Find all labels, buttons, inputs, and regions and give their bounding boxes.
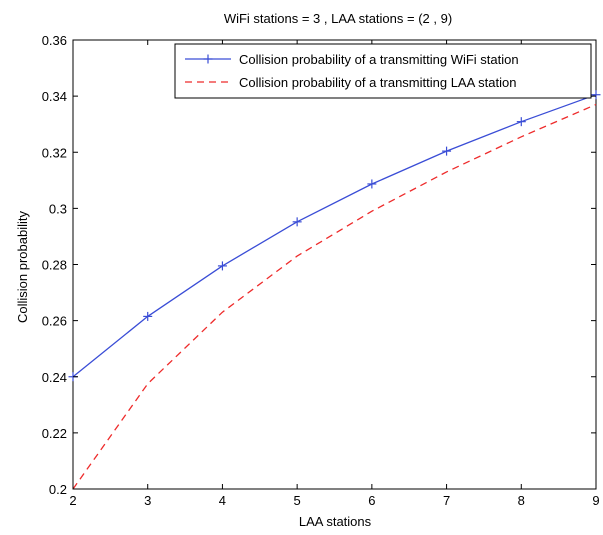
legend: Collision probability of a transmitting … — [174, 43, 592, 99]
data-point — [367, 179, 377, 189]
x-tick-label: 3 — [144, 493, 151, 508]
data-point — [442, 146, 452, 156]
chart-title: WiFi stations = 3 , LAA stations = (2 , … — [224, 11, 452, 26]
ticks-layer: 2 3 4 5 6 7 8 9 0.2 0.22 0.24 0.26 0.28 0.3 0.32 0.34 0.… — [42, 33, 600, 508]
series-layer — [68, 90, 601, 490]
y-tick-label: 0.2 — [49, 482, 67, 497]
data-point — [591, 90, 601, 100]
plot-area — [72, 39, 597, 490]
data-point — [516, 117, 526, 127]
x-axis-label: LAA stations — [299, 514, 372, 529]
plot-frame — [72, 39, 597, 490]
legend-label-2: Collision probability of a transmitting … — [239, 75, 516, 90]
data-point — [292, 217, 302, 227]
y-axis-label: Collision probability — [15, 211, 30, 323]
x-tick-label: 4 — [219, 493, 226, 508]
y-tick-label: 0.26 — [42, 314, 67, 329]
x-tick-label: 9 — [592, 493, 599, 508]
y-tick-label: 0.3 — [49, 201, 67, 216]
y-tick-label: 0.36 — [42, 33, 67, 48]
x-tick-label: 2 — [69, 493, 76, 508]
x-tick-label: 7 — [443, 493, 450, 508]
series-line-1 — [72, 94, 597, 378]
series-line-2 — [72, 103, 597, 490]
data-point — [217, 261, 227, 271]
x-tick-label: 6 — [368, 493, 375, 508]
legend-label-1: Collision probability of a transmitting … — [239, 52, 519, 67]
y-tick-label: 0.22 — [42, 426, 67, 441]
y-tick-label: 0.24 — [42, 370, 67, 385]
legend-box — [174, 43, 592, 99]
x-tick-label: 5 — [294, 493, 301, 508]
data-point — [143, 311, 153, 321]
x-tick-label: 8 — [518, 493, 525, 508]
y-tick-label: 0.34 — [42, 89, 67, 104]
y-tick-label: 0.28 — [42, 258, 67, 273]
y-tick-label: 0.32 — [42, 145, 67, 160]
